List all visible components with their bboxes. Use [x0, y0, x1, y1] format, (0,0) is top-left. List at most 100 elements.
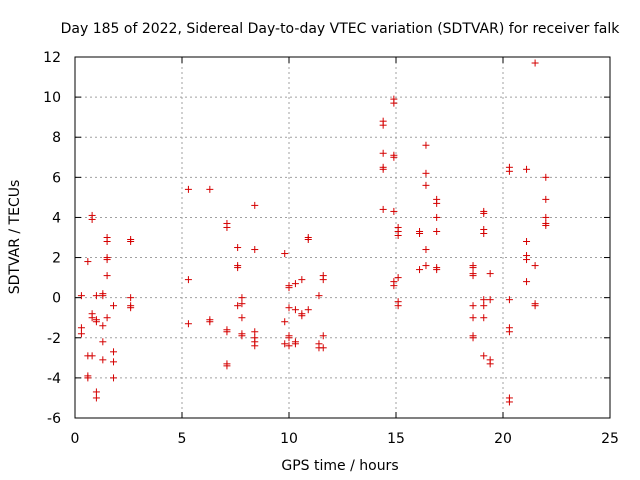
data-point: [99, 356, 107, 364]
y-tick-label: 6: [52, 170, 61, 186]
data-point: [505, 296, 513, 304]
data-point: [184, 276, 192, 284]
data-point: [469, 264, 477, 272]
data-point: [110, 302, 118, 310]
data-point: [531, 302, 539, 310]
data-point: [486, 360, 494, 368]
y-axis-label: SDTVAR / TECUs: [7, 180, 23, 295]
plot-frame: [74, 56, 611, 419]
y-tick-label: 0: [52, 291, 61, 307]
data-point: [505, 328, 513, 336]
data-point: [469, 314, 477, 322]
data-point: [285, 304, 293, 312]
axis-ticks: [74, 56, 611, 419]
data-point: [390, 99, 398, 107]
grid-lines: [75, 57, 610, 418]
data-point: [251, 328, 259, 336]
data-point: [92, 318, 100, 326]
data-point: [390, 282, 398, 290]
data-point: [88, 314, 96, 322]
data-point: [469, 302, 477, 310]
data-point: [291, 340, 299, 348]
data-point: [88, 352, 96, 360]
data-point: [390, 207, 398, 215]
data-point: [206, 185, 214, 193]
data-point: [422, 246, 430, 254]
x-tick-label: 10: [280, 431, 298, 447]
y-tick-label: 12: [43, 50, 61, 66]
data-point: [238, 314, 246, 322]
data-point: [206, 318, 214, 326]
data-point: [422, 169, 430, 177]
data-point: [394, 274, 402, 282]
data-point: [523, 278, 531, 286]
data-point: [103, 272, 111, 280]
data-point: [416, 266, 424, 274]
data-point: [110, 374, 118, 382]
data-point: [523, 238, 531, 246]
y-tick-label: -6: [47, 411, 61, 427]
data-point: [480, 314, 488, 322]
data-point: [422, 141, 430, 149]
data-point: [542, 221, 550, 229]
data-point: [251, 246, 259, 254]
data-point: [480, 209, 488, 217]
data-point: [77, 330, 85, 338]
data-point: [285, 342, 293, 350]
data-point: [281, 318, 289, 326]
data-point: [92, 292, 100, 300]
x-tick-label: 20: [494, 431, 512, 447]
data-point: [110, 348, 118, 356]
data-point: [480, 296, 488, 304]
data-point: [523, 256, 531, 264]
data-point: [281, 250, 289, 258]
data-point: [291, 280, 299, 288]
data-point: [379, 165, 387, 173]
data-point: [238, 332, 246, 340]
data-point: [99, 338, 107, 346]
data-point: [319, 332, 327, 340]
data-point: [184, 185, 192, 193]
data-point: [281, 340, 289, 348]
data-point: [422, 181, 430, 189]
x-tick-labels: 0 5 10 15 20 25: [71, 431, 619, 447]
x-tick-label: 5: [178, 431, 187, 447]
data-point: [531, 262, 539, 270]
data-point: [531, 59, 539, 67]
data-point: [480, 352, 488, 360]
data-point: [238, 300, 246, 308]
data-point: [298, 312, 306, 320]
data-point: [127, 294, 135, 302]
data-point: [379, 149, 387, 157]
data-point: [433, 227, 441, 235]
data-point: [486, 296, 494, 304]
data-point: [110, 358, 118, 366]
data-point: [285, 334, 293, 342]
data-point: [92, 394, 100, 402]
data-point: [542, 195, 550, 203]
data-point: [433, 199, 441, 207]
data-point: [542, 173, 550, 181]
data-point: [379, 205, 387, 213]
data-point: [99, 322, 107, 330]
data-point: [251, 342, 259, 350]
data-point: [298, 276, 306, 284]
data-point: [469, 272, 477, 280]
data-point: [505, 398, 513, 406]
y-tick-label: 8: [52, 130, 61, 146]
data-point: [469, 334, 477, 342]
data-point: [251, 201, 259, 209]
x-tick-label: 0: [71, 431, 80, 447]
data-point: [92, 388, 100, 396]
data-point: [416, 229, 424, 237]
data-point: [319, 276, 327, 284]
data-point: [523, 165, 531, 173]
y-tick-label: -2: [47, 331, 61, 347]
data-point: [394, 302, 402, 310]
y-tick-label: 10: [43, 90, 61, 106]
data-point: [422, 262, 430, 270]
data-point: [390, 153, 398, 161]
data-point: [234, 302, 242, 310]
